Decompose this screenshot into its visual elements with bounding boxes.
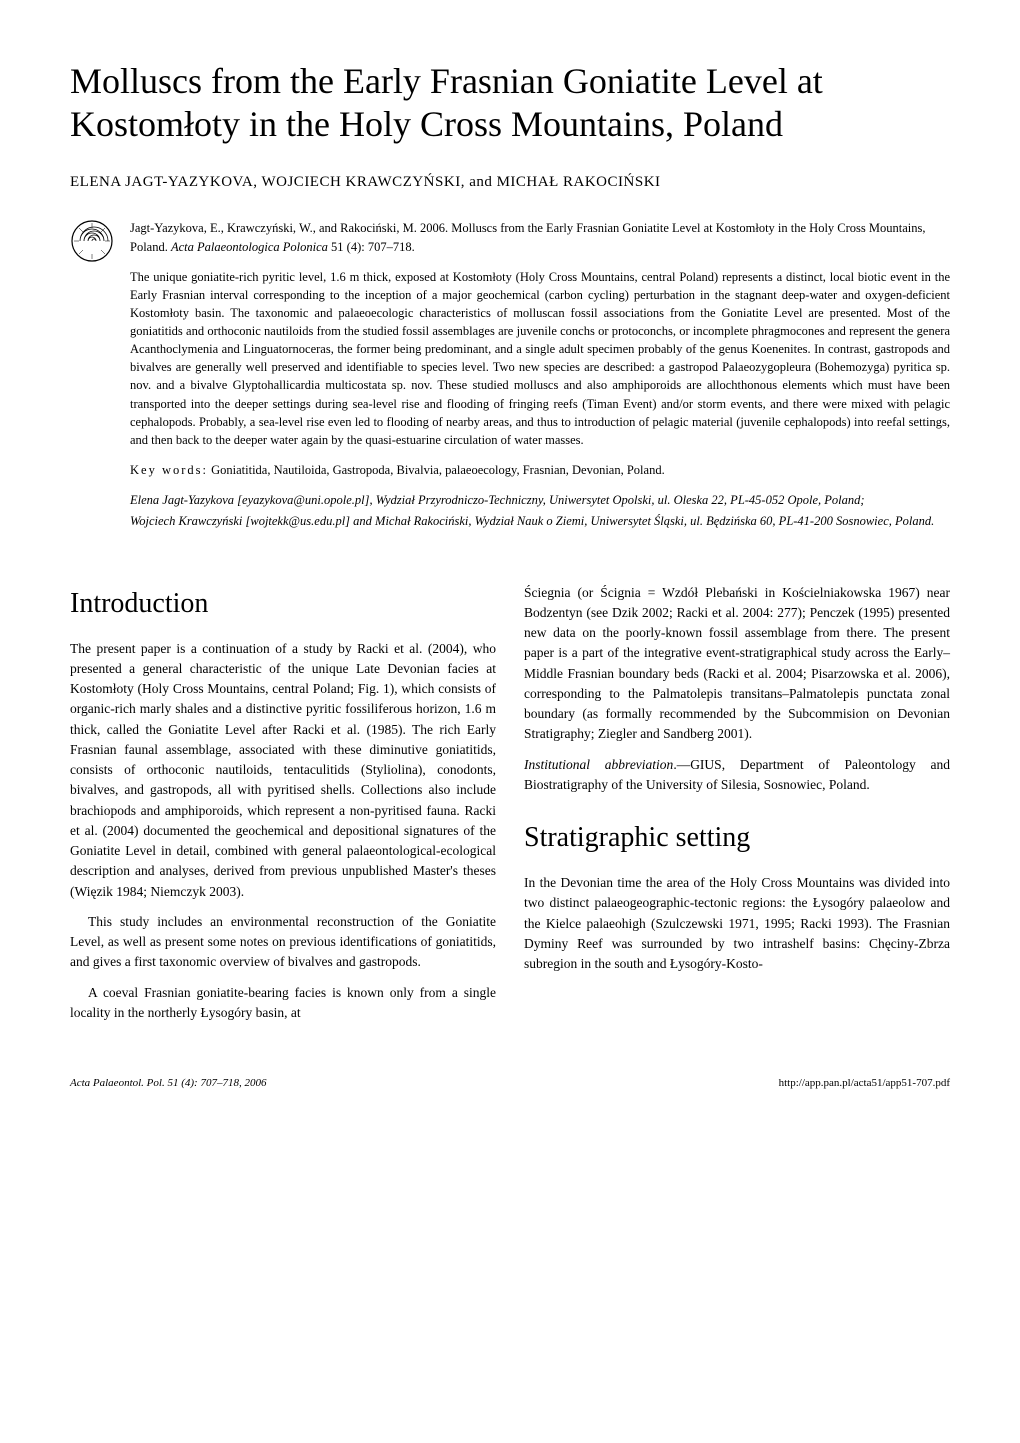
intro-p3: A coeval Frasnian goniatite-bearing faci… bbox=[70, 983, 496, 1024]
strat-p1: In the Devonian time the area of the Hol… bbox=[524, 873, 950, 974]
page-footer: Acta Palaeontol. Pol. 51 (4): 707–718, 2… bbox=[70, 1077, 950, 1089]
citation-volpages: 51 (4): 707–718. bbox=[328, 240, 415, 254]
keywords-line: Key words: Goniatitida, Nautiloida, Gast… bbox=[130, 461, 950, 479]
keywords-label: Key words: bbox=[130, 463, 208, 477]
abstract-block: Jagt-Yazykova, E., Krawczyński, W., and … bbox=[70, 219, 950, 560]
ammonite-icon bbox=[70, 219, 114, 263]
affiliation-line: Elena Jagt-Yazykova [eyazykova@uni.opole… bbox=[130, 491, 950, 510]
affiliation-line: Wojciech Krawczyński [wojtekk@us.edu.pl]… bbox=[130, 512, 950, 531]
inst-abbrev-label: Institutional abbreviation bbox=[524, 757, 673, 772]
keywords-value: Goniatitida, Nautiloida, Gastropoda, Biv… bbox=[211, 463, 665, 477]
body-columns: Introduction The present paper is a cont… bbox=[70, 583, 950, 1034]
affiliations: Elena Jagt-Yazykova [eyazykova@uni.opole… bbox=[130, 491, 950, 531]
section-heading-stratigraphy: Stratigraphic setting bbox=[524, 817, 950, 859]
journal-name: Acta Palaeontologica Polonica bbox=[171, 240, 328, 254]
intro-p4: Ściegnia (or Ścignia = Wzdół Plebański i… bbox=[524, 583, 950, 745]
intro-p5: Institutional abbreviation.—GIUS, Depart… bbox=[524, 755, 950, 796]
article-title: Molluscs from the Early Frasnian Goniati… bbox=[70, 60, 950, 146]
section-heading-introduction: Introduction bbox=[70, 583, 496, 625]
abstract-body: The unique goniatite-rich pyritic level,… bbox=[130, 268, 950, 449]
left-column: Introduction The present paper is a cont… bbox=[70, 583, 496, 1034]
intro-p1: The present paper is a continuation of a… bbox=[70, 639, 496, 902]
intro-p2: This study includes an environmental rec… bbox=[70, 912, 496, 973]
right-column: Ściegnia (or Ścignia = Wzdół Plebański i… bbox=[524, 583, 950, 1034]
footer-left: Acta Palaeontol. Pol. 51 (4): 707–718, 2… bbox=[70, 1077, 266, 1089]
abstract-text: Jagt-Yazykova, E., Krawczyński, W., and … bbox=[130, 219, 950, 560]
article-authors: ELENA JAGT-YAZYKOVA, WOJCIECH KRAWCZYŃSK… bbox=[70, 174, 950, 191]
footer-right: http://app.pan.pl/acta51/app51-707.pdf bbox=[779, 1077, 950, 1089]
citation-line: Jagt-Yazykova, E., Krawczyński, W., and … bbox=[130, 219, 950, 255]
